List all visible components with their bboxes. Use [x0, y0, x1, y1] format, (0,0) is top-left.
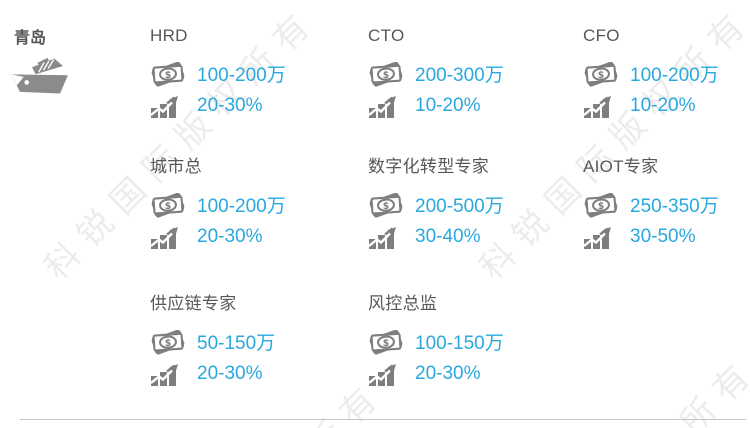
growth-value: 20-30%: [415, 362, 481, 384]
position-title: 数字化转型专家: [368, 157, 490, 176]
banknotes-icon: $: [150, 192, 188, 221]
growth-value: 20-30%: [197, 225, 263, 247]
svg-text:$: $: [165, 337, 172, 348]
position-title: 城市总: [150, 157, 202, 176]
banknotes-icon: $: [368, 61, 406, 90]
position-card: CFO $ 100-200万: [583, 26, 719, 119]
salary-value: 100-200万: [197, 64, 286, 86]
growth-value: 20-30%: [197, 94, 263, 116]
growth-chart-icon: [150, 224, 188, 250]
city-label: 青岛: [14, 30, 47, 47]
salary-row: $ 100-200万: [150, 61, 286, 90]
banknotes-icon: $: [368, 329, 406, 358]
banknotes-icon: $: [583, 192, 621, 221]
salary-row: $ 100-150万: [368, 329, 504, 358]
growth-chart-icon: [150, 361, 188, 387]
banknotes-icon: $: [583, 61, 621, 90]
growth-row: 10-20%: [583, 92, 719, 119]
position-title: CTO: [368, 26, 405, 45]
svg-text:$: $: [383, 337, 390, 348]
salary-value: 200-500万: [415, 195, 504, 217]
position-title: HRD: [150, 26, 188, 45]
watermark-text: 科锐国际版权所有: [472, 344, 750, 428]
position-card: HRD $ 100-200万: [150, 26, 286, 119]
position-card: 供应链专家 $ 50-150万: [150, 294, 275, 387]
growth-row: 20-30%: [150, 360, 275, 387]
svg-text:$: $: [165, 69, 172, 80]
svg-text:$: $: [165, 200, 172, 211]
ship-icon: [10, 56, 72, 107]
growth-row: 20-30%: [150, 92, 286, 119]
growth-chart-icon: [583, 93, 621, 119]
position-card: 风控总监 $ 100-150万: [368, 294, 504, 387]
position-title: AIOT专家: [583, 157, 659, 176]
svg-text:$: $: [383, 200, 390, 211]
position-card: CTO $ 200-300万: [368, 26, 504, 119]
salary-value: 100-200万: [630, 64, 719, 86]
position-title: CFO: [583, 26, 620, 45]
svg-text:$: $: [598, 200, 605, 211]
position-card: 城市总 $ 100-200万: [150, 157, 286, 250]
salary-row: $ 200-300万: [368, 61, 504, 90]
salary-value: 200-300万: [415, 64, 504, 86]
salary-value: 50-150万: [197, 332, 276, 354]
position-card: 数字化转型专家 $ 200-500万: [368, 157, 504, 250]
svg-text:$: $: [383, 69, 390, 80]
salary-value: 250-350万: [630, 195, 719, 217]
growth-chart-icon: [150, 93, 188, 119]
growth-row: 20-30%: [150, 223, 286, 250]
svg-text:$: $: [598, 69, 605, 80]
growth-chart-icon: [368, 93, 406, 119]
salary-row: $ 250-350万: [583, 192, 719, 221]
growth-value: 30-50%: [630, 225, 696, 247]
growth-row: 30-40%: [368, 223, 504, 250]
growth-value: 10-20%: [630, 94, 696, 116]
growth-value: 10-20%: [415, 94, 481, 116]
salary-row: $ 100-200万: [150, 192, 286, 221]
growth-chart-icon: [583, 224, 621, 250]
salary-row: $ 50-150万: [150, 329, 276, 358]
growth-chart-icon: [368, 361, 406, 387]
banknotes-icon: $: [150, 329, 188, 358]
position-card: AIOT专家 $ 250-350万: [583, 157, 719, 250]
growth-row: 10-20%: [368, 92, 504, 119]
bottom-divider: [20, 419, 746, 420]
position-title: 风控总监: [368, 294, 438, 313]
growth-chart-icon: [368, 224, 406, 250]
banknotes-icon: $: [368, 192, 406, 221]
salary-row: $ 100-200万: [583, 61, 719, 90]
growth-row: 20-30%: [368, 360, 504, 387]
position-title: 供应链专家: [150, 294, 237, 313]
salary-row: $ 200-500万: [368, 192, 504, 221]
growth-value: 20-30%: [197, 362, 263, 384]
salary-value: 100-150万: [415, 332, 504, 354]
banknotes-icon: $: [150, 61, 188, 90]
growth-row: 30-50%: [583, 223, 719, 250]
salary-value: 100-200万: [197, 195, 286, 217]
growth-value: 30-40%: [415, 225, 481, 247]
